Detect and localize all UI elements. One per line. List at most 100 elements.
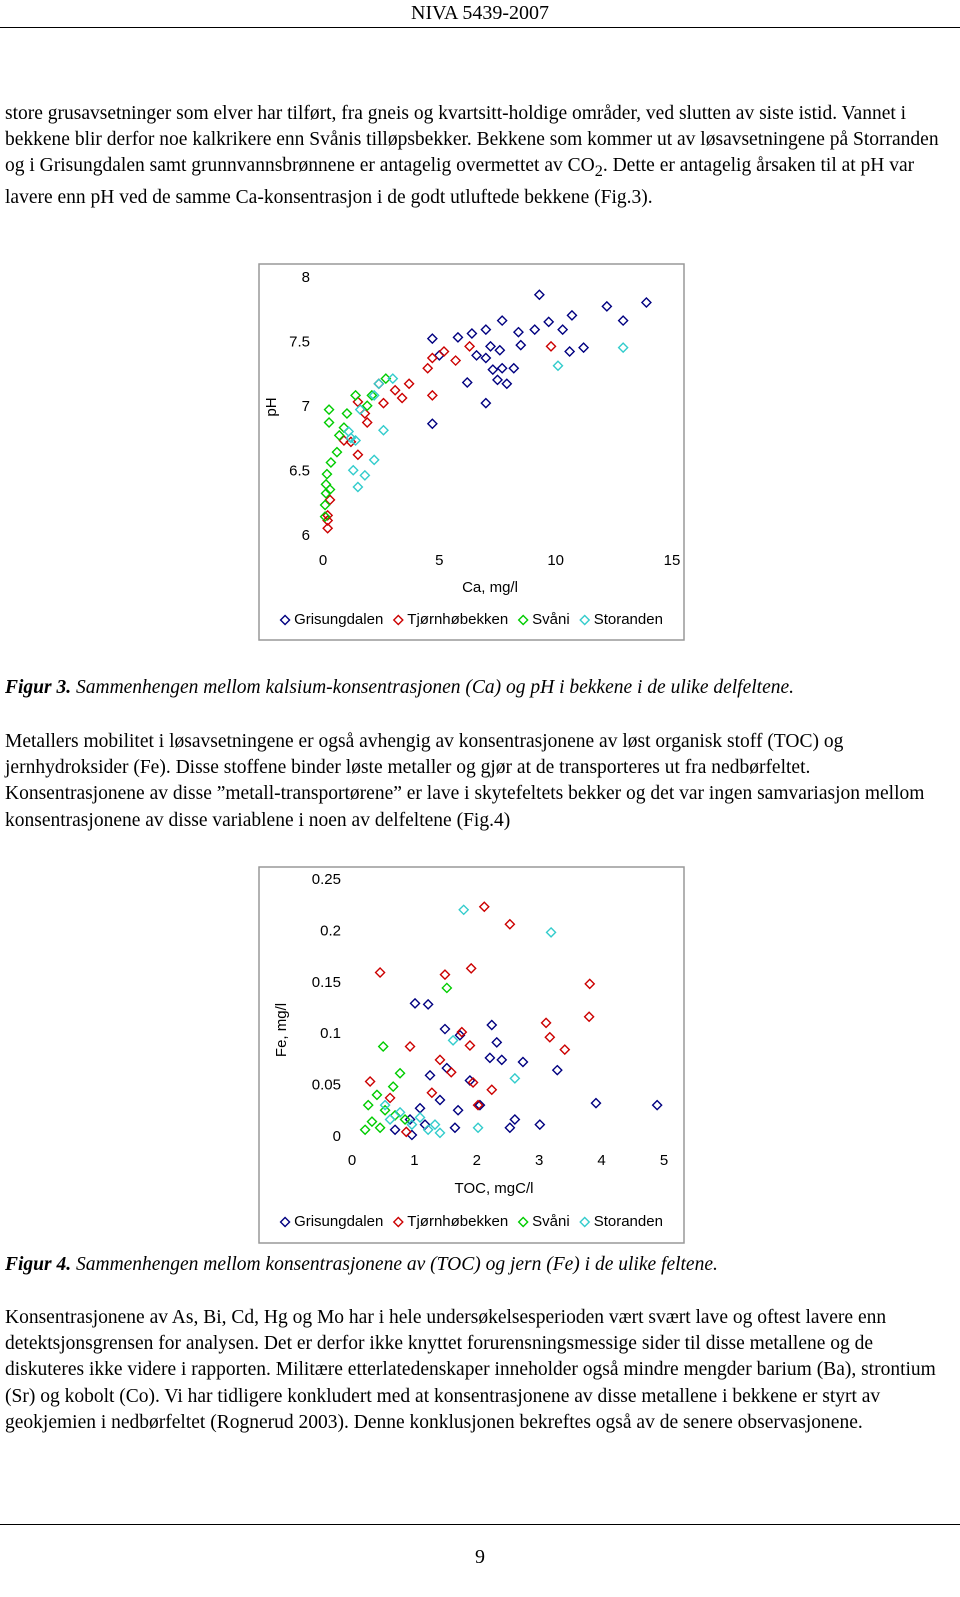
x-tick-label: 15 [664,552,681,569]
point [322,522,334,534]
point [324,484,336,496]
point [590,1097,602,1109]
point [512,326,524,338]
y-tick-label: 0.2 [320,922,341,939]
point [515,339,527,351]
legend-marker [517,1216,529,1228]
point [559,1044,571,1056]
chart: 0 0.05 0.1 0.15 0.2 0.25 0 1 2 3 4 5 TOC, mgC/l Fe, m… [258,866,685,1244]
point [389,1124,401,1136]
y-tick-label: 6.5 [289,462,310,479]
y-tick-label: 6 [302,527,310,544]
point [566,309,578,321]
point [319,499,331,511]
point [404,1041,416,1053]
point [426,1087,438,1099]
point [480,352,492,364]
point [362,1099,374,1111]
x-tick-label: 5 [435,552,443,569]
point [438,346,450,358]
y-tick-label: 0 [333,1128,341,1145]
chart-frame [258,866,685,1244]
x-tick-label: 4 [597,1152,605,1169]
point [352,449,364,461]
x-tick-label: 1 [410,1152,418,1169]
caption-text: Sammenhengen mellom konsentrasjonene av … [75,1254,718,1275]
legend-label: Grisungdalen [294,611,383,628]
point [387,373,399,385]
point [640,297,652,308]
point [496,362,508,374]
point [458,904,470,916]
x-tick-label: 3 [535,1152,543,1169]
point [396,392,408,404]
header-rule [0,27,960,28]
point [426,333,438,345]
point [374,967,386,979]
point [426,389,438,401]
chart-frame [258,263,685,641]
y-axis-label: pH [263,397,280,416]
x-tick-label: 5 [660,1152,668,1169]
point [452,1104,464,1116]
point [472,1099,484,1111]
point [486,1084,498,1096]
legend-label: Grisungdalen [294,1213,383,1230]
point [368,389,380,401]
point [508,362,520,374]
point [501,378,513,390]
point [323,404,335,416]
point [544,1031,556,1043]
point [373,378,385,390]
point [422,362,434,374]
x-tick-label: 0 [348,1152,356,1169]
point [379,1104,391,1116]
legend-marker [579,614,591,626]
point [361,416,373,428]
legend-marker [579,1216,591,1228]
point [378,424,389,436]
point [617,342,629,354]
legend-label: Storanden [594,1213,663,1230]
header-title: NIVA 5439-2007 [411,2,549,24]
point [517,1056,529,1068]
caption-label: Figur 3. [5,677,72,698]
legend-label: Svåni [532,1213,570,1230]
point [323,416,335,428]
x-tick-label: 0 [319,552,327,569]
legend-label: Svåni [532,611,570,628]
point [491,1036,503,1048]
point [601,300,613,312]
point [426,418,438,430]
point [409,997,421,1009]
point [454,1029,466,1041]
point [439,969,451,981]
point [366,1116,378,1128]
point [467,1077,479,1089]
point [480,324,492,336]
point [331,446,343,458]
point [422,1124,434,1136]
point [496,315,508,327]
point [496,1054,508,1066]
legend-marker [517,614,529,626]
point [333,429,345,441]
point [578,342,590,354]
point [485,340,497,352]
point [529,324,541,336]
point [439,1023,451,1035]
point [651,1099,663,1111]
point [379,1099,391,1111]
point [368,454,380,466]
point [320,487,332,499]
point [617,315,629,327]
x-tick-label: 2 [473,1152,481,1169]
point [371,1089,383,1101]
point [394,1106,406,1118]
point [452,331,464,343]
legend-label: Tjørnhøbekken [407,1213,508,1230]
y-tick-label: 8 [302,269,310,286]
point [434,1127,446,1139]
point [424,1069,436,1081]
